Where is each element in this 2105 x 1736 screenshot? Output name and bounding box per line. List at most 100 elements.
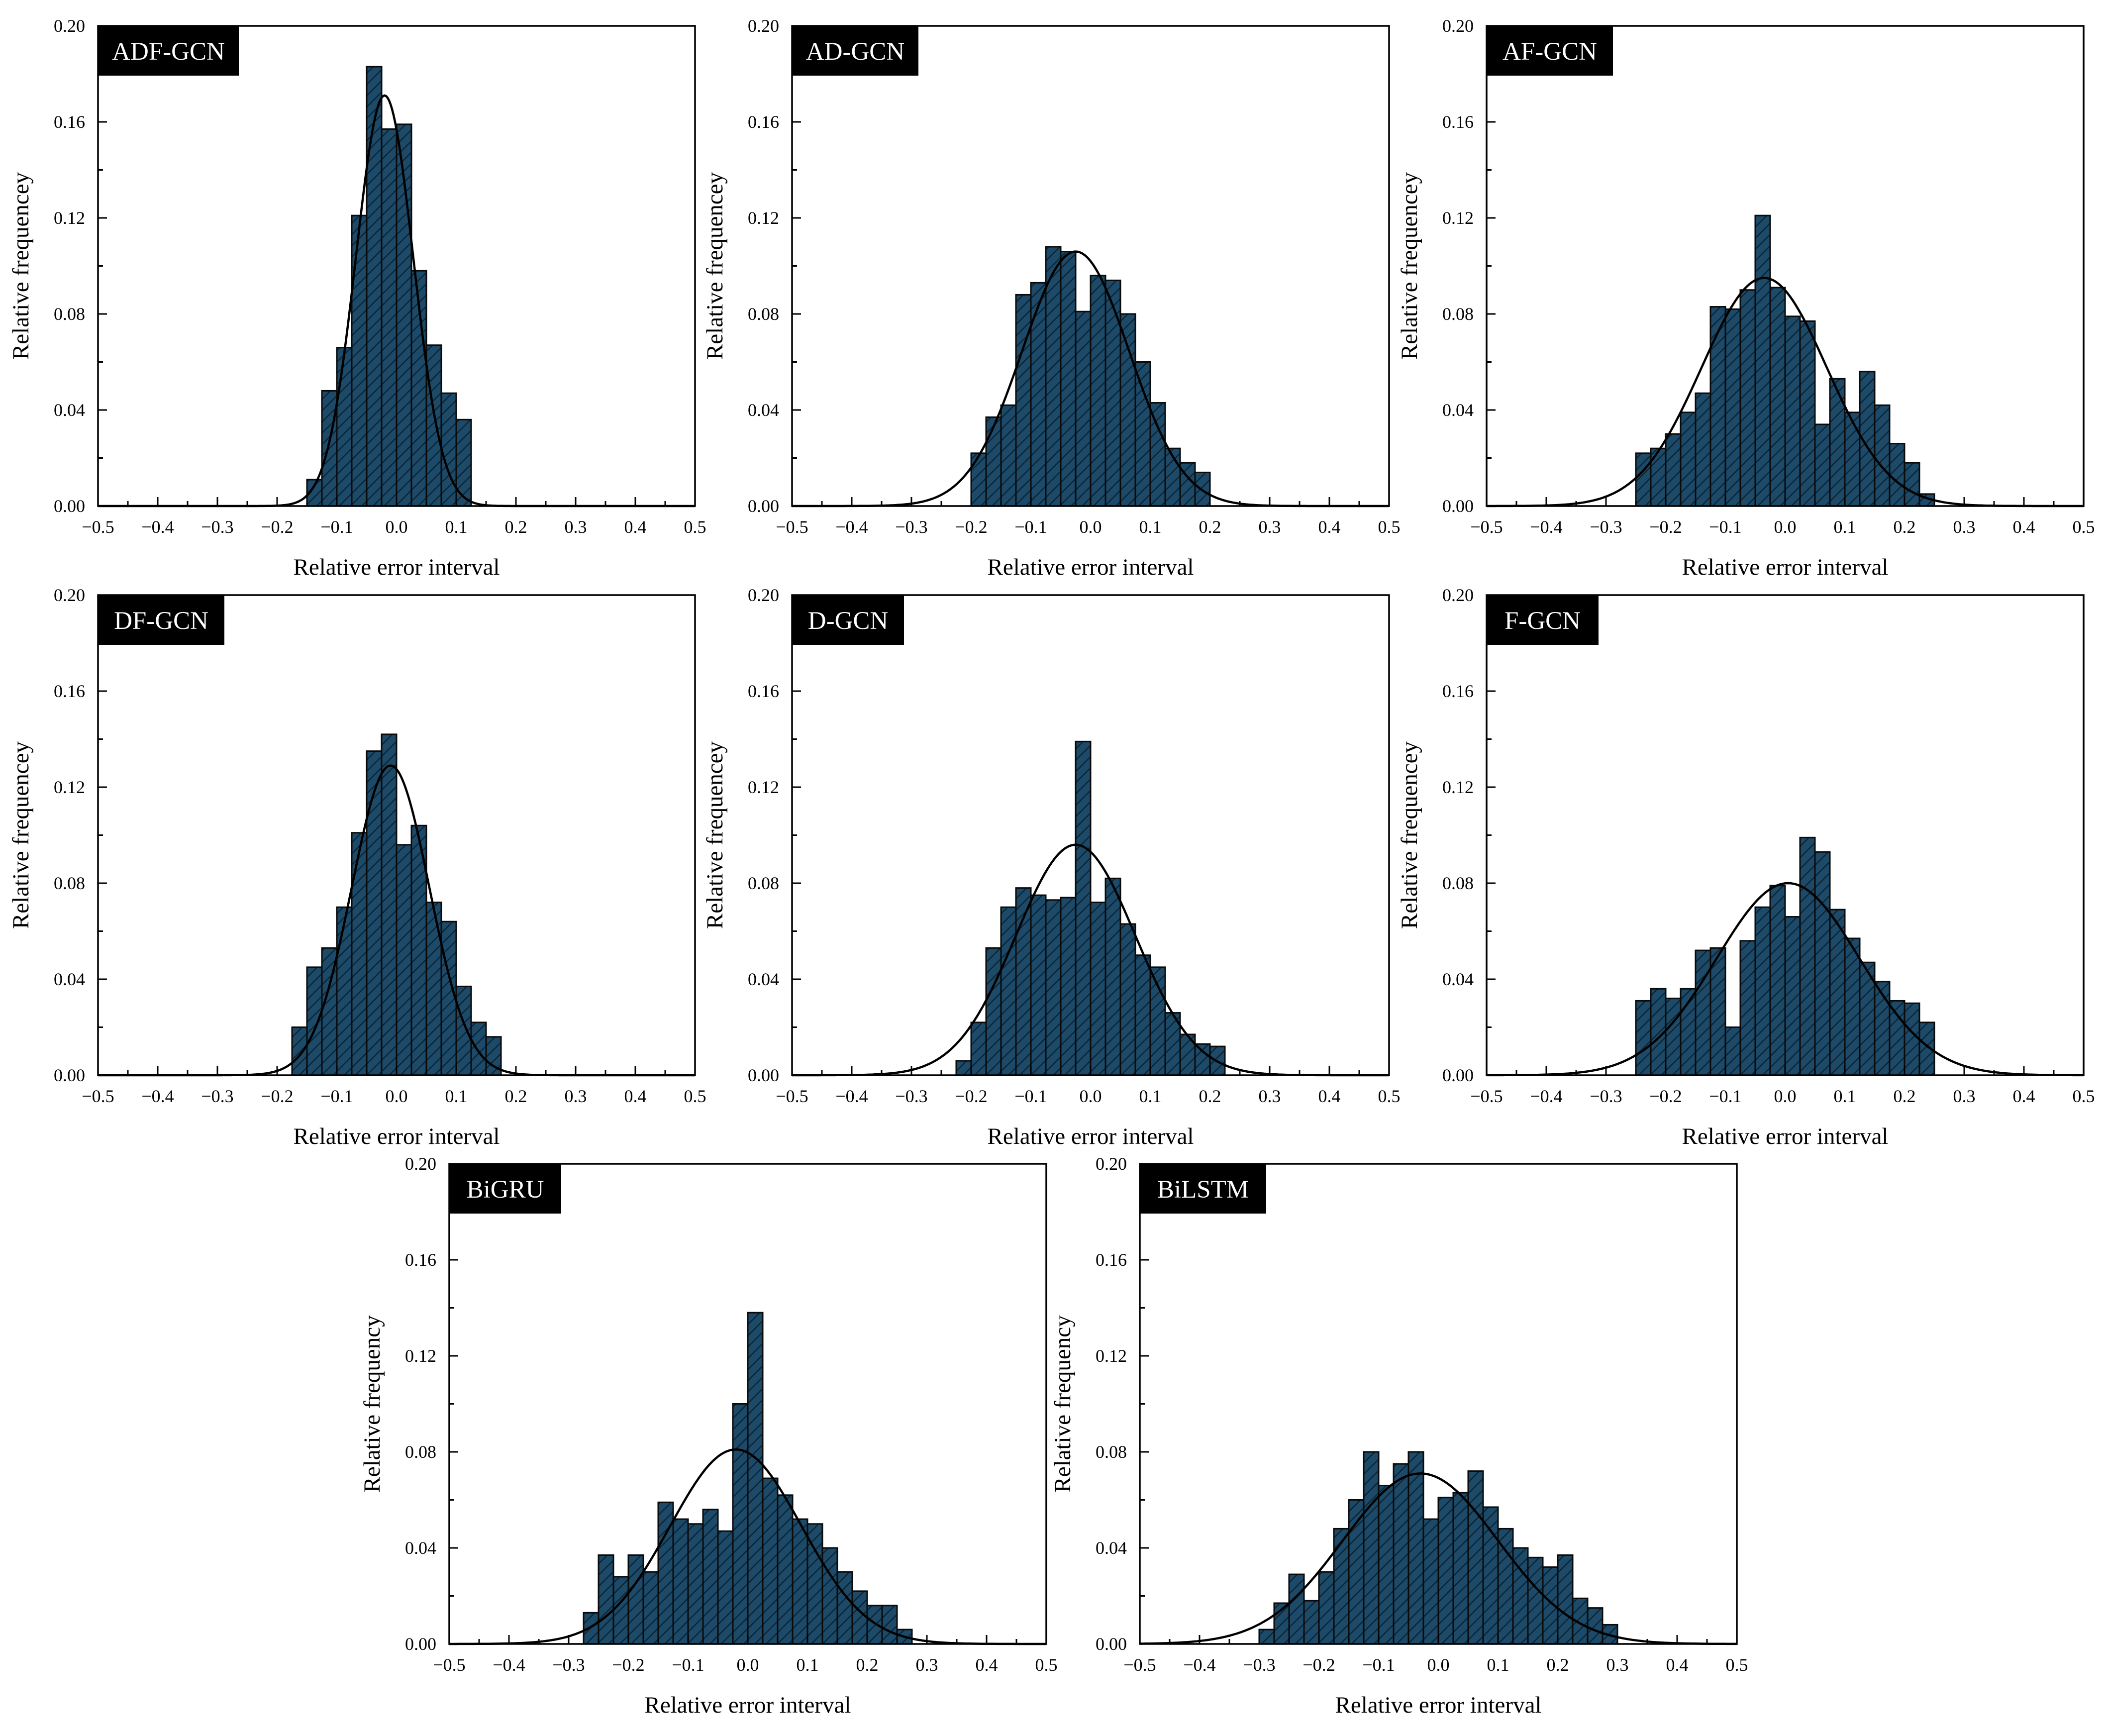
y-tick-label: 0.08 bbox=[1096, 1442, 1127, 1462]
x-tick-label: −0.4 bbox=[141, 1086, 174, 1106]
y-tick-label: 0.04 bbox=[54, 969, 85, 989]
y-axis-title: Relative frequencey bbox=[8, 172, 34, 360]
y-axis-title: Relative frequencey bbox=[702, 741, 728, 929]
y-tick-label: 0.20 bbox=[1442, 585, 1474, 605]
histogram-bar bbox=[381, 128, 398, 507]
histogram-bar bbox=[1889, 443, 1905, 507]
histogram-panel-7: −0.5 −0.4 −0.3 −0.2 −0.1 0.0 0.1 0.2 0.3 0.4 0.5 0.… bbox=[359, 1154, 1058, 1718]
histogram-bar bbox=[985, 416, 1002, 507]
histogram-bar bbox=[1769, 287, 1786, 507]
histogram-bar bbox=[1829, 378, 1846, 507]
y-tick-label: 0.04 bbox=[1442, 400, 1474, 420]
x-tick-label: −0.3 bbox=[895, 1086, 927, 1106]
histogram-bar bbox=[1318, 1571, 1335, 1645]
bar-group bbox=[955, 740, 1226, 1076]
histogram-bar bbox=[336, 906, 353, 1076]
x-tick-label: −0.3 bbox=[201, 517, 233, 537]
x-tick-label: 0.3 bbox=[1953, 1086, 1976, 1106]
x-tick-label: −0.5 bbox=[776, 517, 808, 537]
histogram-bar bbox=[1258, 1629, 1275, 1645]
x-tick-label: 0.4 bbox=[1318, 1086, 1341, 1106]
histogram-bar bbox=[1452, 1492, 1469, 1645]
histogram-bar bbox=[747, 1312, 764, 1645]
histogram-bar bbox=[777, 1494, 794, 1645]
histogram-bar bbox=[306, 966, 323, 1076]
x-tick-label: −0.2 bbox=[1649, 1086, 1682, 1106]
y-tick-label: 0.08 bbox=[1442, 873, 1474, 893]
histogram-bar bbox=[1045, 899, 1062, 1076]
y-tick-label: 0.16 bbox=[748, 112, 779, 132]
x-axis-title: Relative error interval bbox=[294, 1123, 500, 1149]
histogram-bar bbox=[366, 750, 383, 1076]
y-axis-title: Relative frequency bbox=[1050, 1315, 1076, 1493]
x-tick-label: −0.1 bbox=[1014, 1086, 1047, 1106]
x-tick-label: −0.2 bbox=[1303, 1655, 1335, 1675]
histogram-panel-6: −0.5 −0.4 −0.3 −0.2 −0.1 0.0 0.1 0.2 0.3 0.4 0.5 0.… bbox=[1397, 585, 2095, 1149]
y-tick-label: 0.16 bbox=[1096, 1250, 1127, 1270]
histogram-bar bbox=[1527, 1556, 1544, 1645]
x-tick-label: 0.4 bbox=[976, 1655, 998, 1675]
histogram-bar bbox=[1665, 433, 1682, 507]
histogram-bar bbox=[1134, 954, 1151, 1076]
histogram-bar bbox=[1799, 836, 1816, 1076]
x-tick-label: 0.3 bbox=[916, 1655, 938, 1675]
x-tick-label: −0.4 bbox=[1530, 517, 1562, 537]
histogram-bar bbox=[1030, 282, 1047, 507]
histogram-bar bbox=[1587, 1607, 1604, 1645]
x-axis-title: Relative error interval bbox=[1335, 1692, 1542, 1718]
y-tick-label: 0.12 bbox=[1442, 208, 1474, 228]
histogram-bar bbox=[1119, 923, 1136, 1076]
x-tick-label: 0.2 bbox=[1199, 1086, 1221, 1106]
x-tick-label: 0.5 bbox=[1378, 517, 1401, 537]
y-tick-label: 0.20 bbox=[54, 585, 85, 605]
histogram-bar bbox=[598, 1554, 614, 1645]
histogram-bar bbox=[1754, 906, 1771, 1076]
y-axis-title: Relative frequencey bbox=[702, 172, 728, 360]
x-tick-label: 0.1 bbox=[1834, 517, 1856, 537]
histogram-bar bbox=[291, 1026, 308, 1076]
histogram-bar bbox=[1739, 940, 1756, 1076]
x-tick-label: −0.5 bbox=[1470, 1086, 1503, 1106]
model-label-text: ADF-GCN bbox=[112, 38, 225, 66]
histogram-bar bbox=[1904, 1002, 1920, 1076]
y-tick-label: 0.08 bbox=[748, 304, 779, 324]
model-label-badge bbox=[792, 595, 904, 645]
histogram-bar bbox=[1363, 1451, 1380, 1645]
x-tick-label: −0.5 bbox=[433, 1655, 465, 1675]
x-tick-label: 0.1 bbox=[1139, 1086, 1162, 1106]
histogram-bar bbox=[1015, 294, 1032, 507]
x-tick-label: −0.5 bbox=[776, 1086, 808, 1106]
histogram-bar bbox=[836, 1571, 853, 1645]
model-label-text: DF-GCN bbox=[114, 607, 208, 635]
x-tick-label: −0.2 bbox=[612, 1655, 644, 1675]
x-tick-label: 0.3 bbox=[1259, 1086, 1281, 1106]
y-tick-label: 0.16 bbox=[54, 681, 85, 701]
y-tick-label: 0.16 bbox=[748, 681, 779, 701]
histogram-bar bbox=[440, 392, 457, 507]
y-tick-label: 0.08 bbox=[54, 873, 85, 893]
histogram-bar bbox=[687, 1523, 704, 1645]
x-tick-label: 0.4 bbox=[1666, 1655, 1689, 1675]
y-tick-label: 0.00 bbox=[54, 496, 85, 516]
histogram-bar bbox=[1724, 308, 1741, 507]
histogram-bar bbox=[1695, 949, 1711, 1076]
x-tick-label: 0.3 bbox=[565, 1086, 587, 1106]
x-tick-label: 0.3 bbox=[1606, 1655, 1629, 1675]
histogram-panel-1: −0.5 −0.4 −0.3 −0.2 −0.1 0.0 0.1 0.2 0.3 0.4 0.5 0.… bbox=[8, 16, 706, 580]
histogram-bar bbox=[1104, 877, 1121, 1076]
x-tick-label: 0.5 bbox=[1035, 1655, 1058, 1675]
x-tick-label: −0.2 bbox=[1649, 517, 1682, 537]
histogram-bar bbox=[1030, 894, 1047, 1076]
y-tick-label: 0.08 bbox=[748, 873, 779, 893]
histogram-panel-8: −0.5 −0.4 −0.3 −0.2 −0.1 0.0 0.1 0.2 0.3 0.4 0.5 0.… bbox=[1050, 1154, 1748, 1718]
histogram-bar bbox=[351, 214, 368, 507]
histogram-bar bbox=[1889, 1000, 1905, 1076]
y-tick-label: 0.08 bbox=[1442, 304, 1474, 324]
model-label-badge bbox=[1140, 1164, 1266, 1214]
histogram-bar bbox=[1695, 392, 1711, 507]
histogram-bar bbox=[1497, 1528, 1514, 1645]
y-tick-label: 0.04 bbox=[405, 1538, 436, 1558]
histogram-bar bbox=[1303, 1600, 1320, 1645]
x-tick-label: −0.3 bbox=[552, 1655, 585, 1675]
